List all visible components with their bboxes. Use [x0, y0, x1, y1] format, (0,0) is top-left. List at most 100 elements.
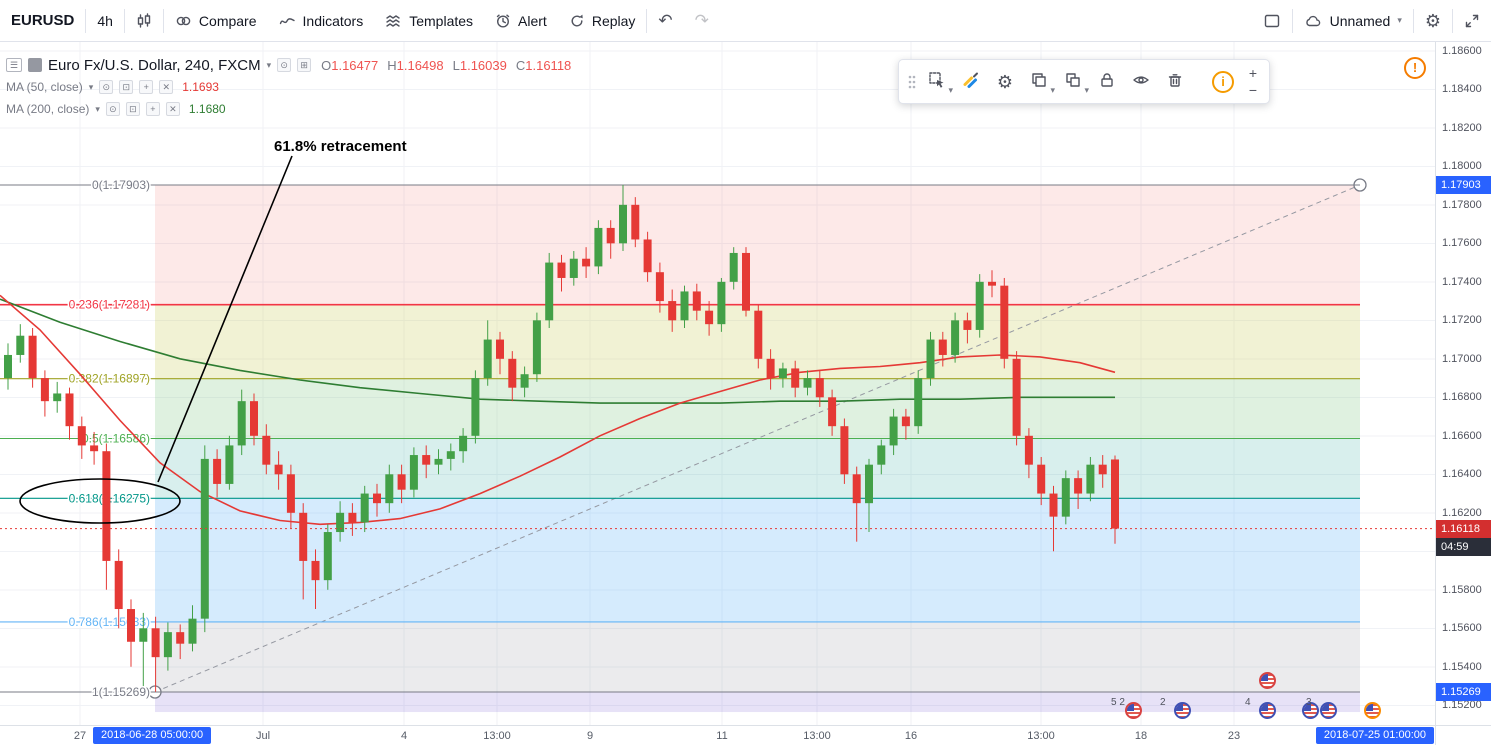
high-value: 1.16498: [396, 57, 444, 73]
settings-icon[interactable]: ⊡: [125, 102, 140, 116]
compare-button[interactable]: Compare: [164, 0, 268, 42]
brush-style-button[interactable]: [954, 64, 988, 100]
add-icon[interactable]: +: [139, 80, 154, 94]
economic-event-flag[interactable]: [1174, 702, 1191, 719]
replay-button[interactable]: Replay: [558, 0, 647, 42]
layout-grid-icon: [1263, 13, 1281, 29]
redo-button[interactable]: ↷: [684, 0, 720, 42]
warning-icon[interactable]: !: [1404, 57, 1426, 79]
undo-icon: ↶: [658, 10, 673, 30]
axis-corner: [1435, 725, 1491, 745]
save-layout-button[interactable]: Unnamed ▾: [1293, 0, 1413, 42]
toolbar-right-group: Unnamed ▾ ⚙: [1252, 0, 1491, 41]
lock-button[interactable]: [1090, 64, 1124, 100]
brush-icon: [962, 71, 980, 92]
chevron-down-icon[interactable]: ▾: [266, 59, 272, 70]
more-options-icon[interactable]: ⊞: [297, 58, 312, 72]
selection-tool-button[interactable]: ▾: [920, 64, 954, 100]
interval-label: 4h: [97, 12, 113, 29]
fib-low-price-badge: 1.15269: [1436, 683, 1491, 701]
templates-button[interactable]: Templates: [374, 0, 484, 42]
symbol-button[interactable]: EURUSD: [0, 0, 85, 42]
settings-button[interactable]: ⚙: [1414, 0, 1452, 42]
legend-collapse-icon[interactable]: ☰: [6, 58, 22, 72]
drawing-settings-button[interactable]: ⚙: [988, 64, 1022, 100]
visibility-button[interactable]: [1124, 64, 1158, 100]
chart-area[interactable]: 0(1.17903) 0.236(1.17281) 0.382(1.16897) 0.…: [0, 42, 1435, 725]
price-axis[interactable]: 1.17903 1.15269 1.16118 04:59 1.18600 1.1…: [1435, 42, 1491, 725]
price-tick-label: 1.16600: [1442, 429, 1482, 442]
chevron-down-icon: ▾: [1397, 15, 1402, 25]
eye-icon[interactable]: ⊙: [105, 102, 120, 116]
economic-event-flag[interactable]: [1125, 702, 1142, 719]
drag-handle[interactable]: [904, 64, 920, 100]
add-icon[interactable]: +: [145, 102, 160, 116]
alert-button[interactable]: Alert: [484, 0, 558, 42]
price-tick-label: 1.17200: [1442, 314, 1482, 327]
last-price-badge: 1.16118: [1436, 519, 1491, 538]
time-tick-label: 4: [400, 730, 408, 742]
eye-icon[interactable]: ⊙: [99, 80, 114, 94]
delete-button[interactable]: [1158, 64, 1192, 100]
replay-label: Replay: [591, 12, 636, 29]
info-button[interactable]: i: [1206, 64, 1240, 100]
indicators-label: Indicators: [302, 12, 364, 29]
time-axis[interactable]: 2018-06-28 05:00:00 2018-07-25 01:00:00 …: [0, 725, 1435, 745]
eye-icon[interactable]: ⊙: [277, 58, 292, 72]
price-chart-canvas[interactable]: 0(1.17903) 0.236(1.17281) 0.382(1.16897) 0.…: [0, 42, 1435, 725]
event-count-label: 2: [1160, 697, 1166, 708]
zoom-in-button[interactable]: +: [1242, 65, 1264, 82]
ma50-label[interactable]: MA (50, close): [6, 80, 83, 94]
ma200-legend-row: MA (200, close) ▾ ⊙ ⊡ + ✕ 1.1680: [6, 98, 571, 120]
chevron-down-icon: ▾: [1050, 84, 1055, 95]
price-tick-label: 1.18400: [1442, 83, 1482, 96]
clone-button[interactable]: ▾: [1056, 64, 1090, 100]
price-tick-label: 1.18200: [1442, 121, 1482, 134]
alert-clock-icon: [495, 13, 511, 29]
economic-event-flag[interactable]: [1364, 702, 1381, 719]
economic-event-flag[interactable]: [1259, 702, 1276, 719]
chevron-down-icon[interactable]: ▾: [88, 81, 94, 92]
zoom-out-button[interactable]: −: [1242, 82, 1264, 99]
ma200-line: [0, 298, 1115, 404]
alert-label: Alert: [518, 12, 547, 29]
economic-event-flag[interactable]: [1302, 702, 1319, 719]
chevron-down-icon[interactable]: ▾: [95, 103, 100, 114]
divider: [123, 8, 125, 33]
fullscreen-button[interactable]: [1453, 0, 1491, 42]
retracement-annotation-label[interactable]: 61.8% retracement: [274, 138, 407, 155]
chart-style-button[interactable]: [125, 0, 163, 42]
layout-select-button[interactable]: [1252, 0, 1292, 42]
low-value: 1.16039: [459, 57, 507, 73]
divider: [162, 8, 164, 33]
market-status-icon: [28, 58, 42, 72]
symbol-description-label[interactable]: Euro Fx/U.S. Dollar, 240, FXCM: [48, 56, 261, 74]
close-icon[interactable]: ✕: [165, 102, 180, 116]
retracement-ellipse[interactable]: [19, 478, 181, 524]
candlestick-style-icon: [136, 12, 152, 29]
divider: [85, 8, 87, 33]
open-key: O: [321, 57, 332, 73]
ma200-label[interactable]: MA (200, close): [6, 102, 90, 116]
interval-button[interactable]: 4h: [86, 0, 124, 42]
layers-order-button[interactable]: ▾: [1022, 64, 1056, 100]
undo-button[interactable]: ↶: [647, 0, 683, 42]
lock-icon: [1098, 71, 1116, 92]
indicators-button[interactable]: Indicators: [268, 0, 375, 42]
price-tick-label: 1.18600: [1442, 44, 1482, 57]
fib-start-time-badge: 2018-06-28 05:00:00: [93, 727, 212, 744]
redo-icon: ↷: [694, 10, 709, 30]
economic-event-flag[interactable]: [1320, 702, 1337, 719]
settings-icon[interactable]: ⊡: [119, 80, 134, 94]
price-tick-label: 1.17600: [1442, 237, 1482, 250]
compare-label: Compare: [198, 12, 257, 29]
close-icon[interactable]: ✕: [159, 80, 174, 94]
ma200-value: 1.1680: [188, 102, 226, 116]
economic-event-flag[interactable]: [1259, 672, 1276, 689]
toolbar-left-group: EURUSD 4h Compare Indicators: [0, 0, 720, 41]
compare-icon: [175, 13, 192, 29]
fib-end-time-badge: 2018-07-25 01:00:00: [1315, 727, 1434, 744]
annotation-pointer-line[interactable]: [157, 155, 293, 483]
bar-countdown-badge: 04:59: [1436, 537, 1491, 556]
price-tick-label: 1.16400: [1442, 468, 1482, 481]
